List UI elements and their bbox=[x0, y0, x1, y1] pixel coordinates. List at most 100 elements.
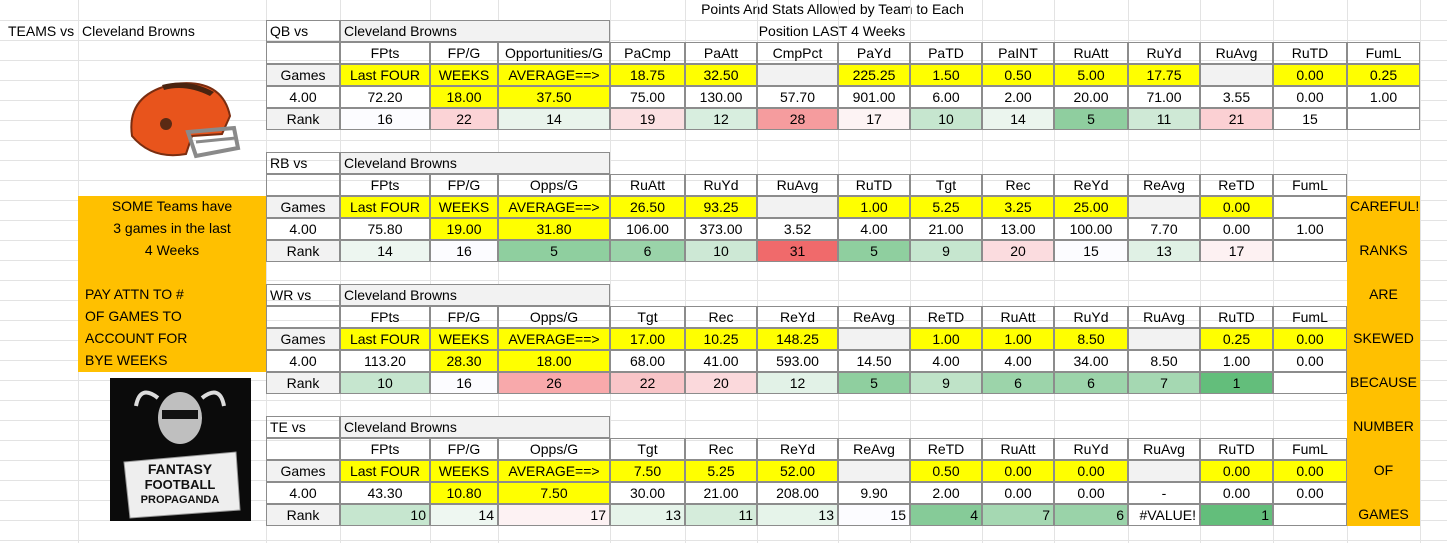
games-cell: Last FOUR bbox=[340, 64, 430, 86]
games-cell: 5.25 bbox=[910, 196, 982, 218]
total-cell: 41.00 bbox=[685, 350, 757, 372]
games-cell: Last FOUR bbox=[340, 328, 430, 350]
note-text: 3 games in the last bbox=[113, 220, 231, 236]
rank-cell bbox=[1273, 240, 1347, 262]
rank-cell: 10 bbox=[340, 504, 430, 526]
total-cell: 75.00 bbox=[610, 86, 685, 108]
total-cell: 2.00 bbox=[982, 86, 1054, 108]
games-cell: 0.00 bbox=[1200, 460, 1273, 482]
column-header: FumL bbox=[1273, 438, 1347, 460]
column-header: RuAvg bbox=[1128, 438, 1200, 460]
note-text: RANKS bbox=[1359, 242, 1408, 258]
games-cell: 10.25 bbox=[685, 328, 757, 350]
total-cell: 21.00 bbox=[685, 482, 757, 504]
note-text: CAREFUL! bbox=[1350, 198, 1420, 214]
column-header: FPts bbox=[340, 438, 430, 460]
total-cell: 19.00 bbox=[430, 218, 498, 240]
rank-cell: 17 bbox=[838, 108, 910, 130]
column-header: RuTD bbox=[1273, 42, 1347, 64]
total-cell: 31.80 bbox=[498, 218, 610, 240]
rank-cell: 11 bbox=[685, 504, 757, 526]
total-cell: 100.00 bbox=[1054, 218, 1128, 240]
cell bbox=[266, 438, 340, 460]
rank-cell: 13 bbox=[757, 504, 838, 526]
rank-cell: 13 bbox=[1128, 240, 1200, 262]
column-header: PaTD bbox=[910, 42, 982, 64]
games-cell: 3.25 bbox=[982, 196, 1054, 218]
section-team: Cleveland Browns bbox=[340, 284, 610, 306]
column-header: ReAvg bbox=[838, 438, 910, 460]
rank-cell: 10 bbox=[685, 240, 757, 262]
games-cell: WEEKS bbox=[430, 196, 498, 218]
note-text: BECAUSE bbox=[1350, 374, 1417, 390]
total-cell: 21.00 bbox=[910, 218, 982, 240]
games-cell: 52.00 bbox=[757, 460, 838, 482]
games-cell: 26.50 bbox=[610, 196, 685, 218]
team-name: Cleveland Browns bbox=[82, 23, 195, 39]
rank-cell: 16 bbox=[430, 240, 498, 262]
column-header: Tgt bbox=[610, 306, 685, 328]
total-cell: 4.00 bbox=[266, 218, 340, 240]
games-cell: AVERAGE==> bbox=[498, 460, 610, 482]
note-text: ARE bbox=[1369, 286, 1398, 302]
column-header: Rec bbox=[685, 306, 757, 328]
rank-cell: 15 bbox=[838, 504, 910, 526]
total-cell: 373.00 bbox=[685, 218, 757, 240]
games-cell bbox=[1128, 460, 1200, 482]
games-cell: 0.50 bbox=[910, 460, 982, 482]
rank-cell: 5 bbox=[838, 240, 910, 262]
row-label: Games bbox=[266, 328, 340, 350]
teams-vs: TEAMS vs bbox=[8, 23, 75, 39]
cell bbox=[266, 174, 340, 196]
rank-cell: 9 bbox=[910, 372, 982, 394]
games-cell: 93.25 bbox=[685, 196, 757, 218]
rank-cell: #VALUE! bbox=[1128, 504, 1200, 526]
rank-cell: 5 bbox=[498, 240, 610, 262]
row-label: Rank bbox=[266, 372, 340, 394]
gridline bbox=[1273, 0, 1274, 543]
rank-cell: 17 bbox=[1200, 240, 1273, 262]
rank-cell: 15 bbox=[1273, 108, 1347, 130]
games-cell: 17.00 bbox=[610, 328, 685, 350]
rank-cell bbox=[1347, 108, 1420, 130]
note-text: PAY ATTN TO # bbox=[85, 286, 184, 302]
column-header: Opps/G bbox=[498, 438, 610, 460]
total-cell: 0.00 bbox=[1273, 482, 1347, 504]
total-cell: 4.00 bbox=[910, 350, 982, 372]
column-header: RuTD bbox=[1200, 438, 1273, 460]
column-header: Tgt bbox=[910, 174, 982, 196]
games-cell: 8.50 bbox=[1054, 328, 1128, 350]
column-header: Rec bbox=[982, 174, 1054, 196]
total-cell: 113.20 bbox=[340, 350, 430, 372]
rank-cell: 28 bbox=[757, 108, 838, 130]
rank-cell: 31 bbox=[757, 240, 838, 262]
games-cell: WEEKS bbox=[430, 328, 498, 350]
column-header: ReYd bbox=[757, 306, 838, 328]
rank-cell: 6 bbox=[1054, 372, 1128, 394]
total-cell: 1.00 bbox=[1200, 350, 1273, 372]
games-cell: 1.00 bbox=[982, 328, 1054, 350]
section-label: QB vs bbox=[266, 20, 340, 42]
cell bbox=[266, 306, 340, 328]
row-label: Rank bbox=[266, 504, 340, 526]
rank-cell: 12 bbox=[685, 108, 757, 130]
rank-cell: 20 bbox=[982, 240, 1054, 262]
rank-cell: 10 bbox=[910, 108, 982, 130]
column-header: FP/G bbox=[430, 306, 498, 328]
rank-cell: 5 bbox=[1054, 108, 1128, 130]
games-cell: 25.00 bbox=[1054, 196, 1128, 218]
total-cell: 72.20 bbox=[340, 86, 430, 108]
games-cell: 0.25 bbox=[1200, 328, 1273, 350]
column-header: PaAtt bbox=[685, 42, 757, 64]
rank-cell: 6 bbox=[1054, 504, 1128, 526]
gridline bbox=[982, 0, 983, 543]
note-text: OF bbox=[1373, 462, 1394, 478]
rank-cell: 16 bbox=[430, 372, 498, 394]
games-cell: 18.75 bbox=[610, 64, 685, 86]
total-cell: 75.80 bbox=[340, 218, 430, 240]
total-cell: - bbox=[1128, 482, 1200, 504]
rank-cell: 6 bbox=[982, 372, 1054, 394]
gridline bbox=[757, 0, 758, 543]
rank-cell: 7 bbox=[982, 504, 1054, 526]
games-cell: 0.00 bbox=[1273, 64, 1347, 86]
